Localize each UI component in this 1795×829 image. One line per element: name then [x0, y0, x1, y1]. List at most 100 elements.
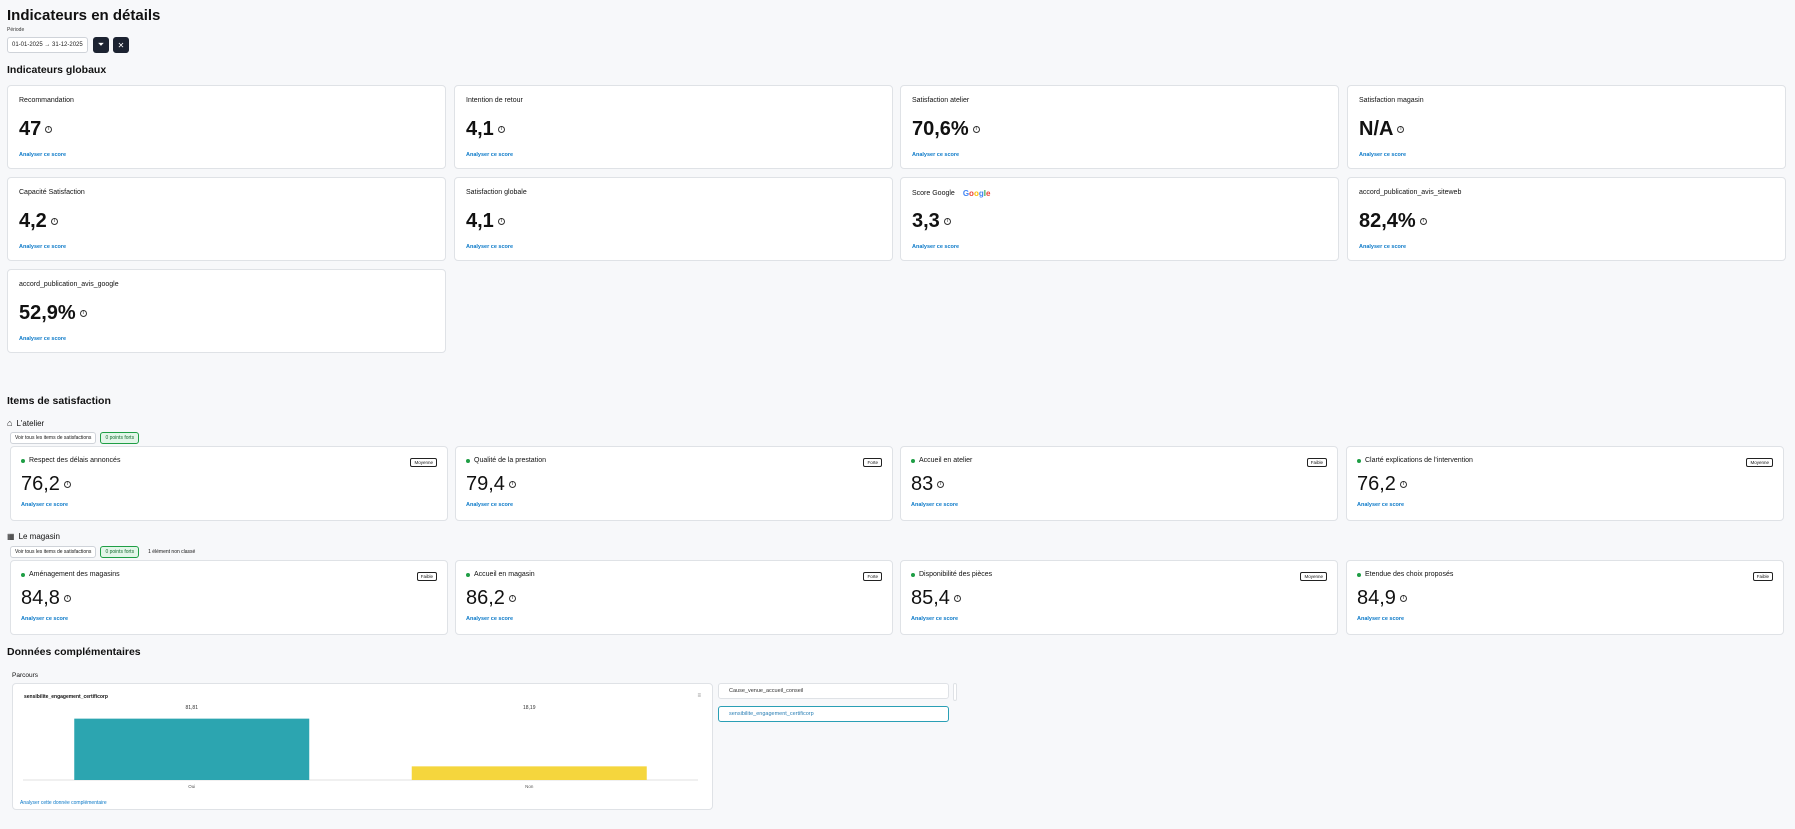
analyze-score-link[interactable]: Analyser ce score — [912, 152, 960, 158]
filter-icon: ⏷ — [97, 40, 105, 49]
filter-button[interactable]: ⏷ — [93, 37, 109, 53]
indicator-value: 4,1 i — [466, 210, 505, 233]
magasin-section-title: ▦ Le magasin — [7, 532, 60, 541]
satisfaction-item-card: Disponibilité des pièces Moyenne 85,4 i A… — [900, 560, 1338, 635]
analyze-score-link[interactable]: Analyser ce score — [911, 502, 959, 508]
indicator-value: 3,3 i — [912, 210, 951, 233]
analyze-score-link[interactable]: Analyser ce score — [19, 152, 67, 158]
indicator-title: Capacité Satisfaction — [19, 189, 85, 196]
status-dot — [21, 458, 25, 463]
info-icon[interactable]: i — [937, 481, 945, 488]
indicator-title: Recommandation — [19, 97, 74, 104]
item-title: Accueil en atelier — [911, 457, 972, 464]
level-badge: Moyenne — [410, 458, 437, 467]
info-icon[interactable]: i — [508, 481, 516, 488]
date-range-input[interactable]: 01-01-2025 → 31-12-2025 — [7, 37, 88, 53]
info-icon[interactable]: i — [972, 126, 980, 133]
item-value: 84,9 i — [1357, 587, 1407, 610]
status-dot — [21, 572, 25, 577]
indicator-card: Satisfaction atelier 70,6% i Analyser ce … — [900, 85, 1339, 169]
level-badge: Moyenne — [1300, 572, 1327, 581]
satisfaction-item-card: Qualité de la prestation Forte 79,4 i Ana… — [455, 446, 893, 521]
info-icon[interactable]: i — [45, 126, 53, 133]
analyze-score-link[interactable]: Analyser ce score — [1359, 244, 1407, 250]
info-icon[interactable]: i — [953, 595, 961, 602]
info-icon[interactable]: i — [497, 126, 505, 133]
analyze-score-link[interactable]: Analyser ce score — [466, 152, 514, 158]
close-icon: ✕ — [117, 40, 125, 50]
analyze-score-link[interactable]: Analyser ce score — [911, 616, 959, 622]
satisfaction-item-card: Clarté explications de l'intervention Mo… — [1346, 446, 1784, 521]
item-value: 76,2 i — [21, 473, 71, 496]
indicator-title: accord_publication_avis_google — [19, 281, 119, 288]
indicator-card: Intention de retour 4,1 i Analyser ce sco… — [454, 85, 893, 169]
strong-points-pill[interactable]: 0 points forts — [100, 546, 140, 558]
item-title: Disponibilité des pièces — [911, 571, 992, 578]
strong-points-pill[interactable]: 0 points forts — [100, 432, 140, 444]
analyze-score-link[interactable]: Analyser ce score — [21, 502, 69, 508]
analyze-score-link[interactable]: Analyser ce score — [912, 244, 960, 250]
level-badge: Faible — [1306, 458, 1327, 467]
item-value: 85,4 i — [911, 587, 961, 610]
items-heading: Items de satisfaction — [7, 395, 111, 407]
info-icon[interactable]: i — [63, 481, 71, 488]
analyze-score-link[interactable]: Analyser ce score — [466, 502, 514, 508]
indicator-card: Recommandation 47 i Analyser ce score — [7, 85, 446, 169]
indicator-value: 47 i — [19, 118, 53, 141]
analyze-complementary-link[interactable]: Analyser cette donnée complémentaire — [20, 800, 107, 806]
info-icon[interactable]: i — [1419, 218, 1427, 225]
level-badge: Forte — [863, 458, 882, 467]
parcours-label: Parcours — [12, 672, 39, 679]
status-dot — [1357, 458, 1361, 463]
info-icon[interactable]: i — [1397, 126, 1405, 133]
satisfaction-item-card: Accueil en magasin Forte 86,2 i Analyser … — [455, 560, 893, 635]
analyze-score-link[interactable]: Analyser ce score — [19, 336, 67, 342]
indicator-card: Score Google Google 3,3 i Analyser ce scor… — [900, 177, 1339, 261]
analyze-score-link[interactable]: Analyser ce score — [21, 616, 69, 622]
item-value: 79,4 i — [466, 473, 516, 496]
complementary-heading: Données complémentaires — [7, 646, 141, 658]
indicator-card: Capacité Satisfaction 4,2 i Analyser ce s… — [7, 177, 446, 261]
status-dot — [911, 572, 915, 577]
x-tick-label: Oui — [188, 784, 195, 789]
status-dot — [466, 572, 470, 577]
info-icon[interactable]: i — [497, 218, 505, 225]
info-icon[interactable]: i — [1399, 595, 1407, 602]
indicator-title: Satisfaction magasin — [1359, 97, 1424, 104]
info-icon[interactable]: i — [1399, 481, 1407, 488]
bar-oui[interactable] — [74, 718, 310, 780]
x-tick-label: Non — [525, 784, 534, 789]
analyze-score-link[interactable]: Analyser ce score — [1359, 152, 1407, 158]
clear-filter-button[interactable]: ✕ — [113, 37, 129, 53]
store-icon: ▦ — [7, 532, 15, 541]
satisfaction-item-card: Aménagement des magasins Faible 84,8 i An… — [10, 560, 448, 635]
complementary-list-item[interactable]: Cause_venue_accueil_conseil — [718, 683, 949, 699]
level-badge: Faible — [416, 572, 437, 581]
analyze-score-link[interactable]: Analyser ce score — [1357, 502, 1405, 508]
satisfaction-item-card: Accueil en atelier Faible 83 i Analyser c… — [900, 446, 1338, 521]
unclassified-pill[interactable]: 1 élément non classé — [148, 549, 196, 555]
status-dot — [911, 458, 915, 463]
page-title: Indicateurs en détails — [7, 7, 161, 24]
view-all-items-button[interactable]: Voir tous les items de satisfactions — [10, 432, 97, 444]
info-icon[interactable]: i — [943, 218, 951, 225]
info-icon[interactable]: i — [508, 595, 516, 602]
info-icon[interactable]: i — [50, 218, 58, 225]
chart-menu-icon[interactable]: ≡ — [697, 693, 701, 699]
indicator-card: Satisfaction globale 4,1 i Analyser ce sc… — [454, 177, 893, 261]
info-icon[interactable]: i — [79, 310, 87, 317]
analyze-score-link[interactable]: Analyser ce score — [466, 616, 514, 622]
item-title: Accueil en magasin — [466, 571, 535, 578]
complementary-list-item-selected[interactable]: sensibilite_engagement_certificorp — [718, 706, 949, 722]
indicator-value: N/A i — [1359, 118, 1405, 141]
info-icon[interactable]: i — [63, 595, 71, 602]
indicator-title: accord_publication_avis_siteweb — [1359, 189, 1462, 196]
analyze-score-link[interactable]: Analyser ce score — [19, 244, 67, 250]
view-all-items-button[interactable]: Voir tous les items de satisfactions — [10, 546, 97, 558]
analyze-score-link[interactable]: Analyser ce score — [466, 244, 514, 250]
level-badge: Faible — [1752, 572, 1773, 581]
item-title: Qualité de la prestation — [466, 457, 546, 464]
analyze-score-link[interactable]: Analyser ce score — [1357, 616, 1405, 622]
bar-non[interactable] — [411, 766, 647, 780]
indicator-value: 4,1 i — [466, 118, 505, 141]
